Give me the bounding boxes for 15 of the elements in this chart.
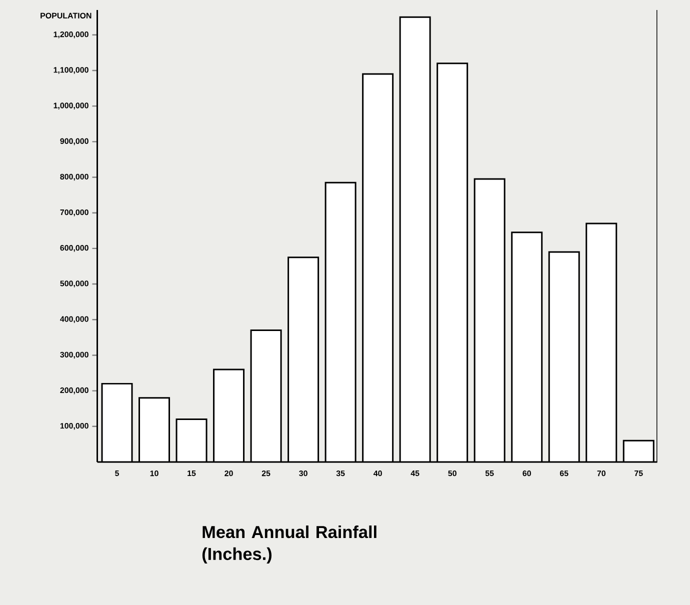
bar <box>176 419 207 462</box>
x-axis-title: Mean Annual Rainfall (Inches.) <box>202 525 376 564</box>
bar <box>251 330 282 462</box>
bar <box>139 398 170 462</box>
bar <box>512 232 542 462</box>
bar <box>102 384 132 462</box>
bar <box>362 74 393 462</box>
bar <box>437 63 468 462</box>
bar <box>326 182 356 462</box>
bar <box>214 369 244 462</box>
bar <box>586 224 616 462</box>
bar <box>549 252 580 462</box>
bar <box>288 257 318 462</box>
bar <box>474 179 505 462</box>
bar <box>400 17 430 462</box>
